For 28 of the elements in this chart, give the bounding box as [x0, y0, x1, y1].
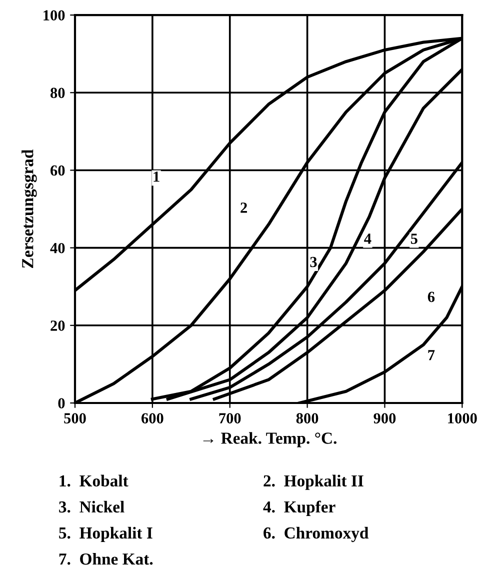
annotation: 3	[310, 256, 317, 268]
text: 3. Nickel	[59, 500, 124, 513]
text: 4. Kupfer	[263, 500, 336, 516]
y-tick-label: 80	[50, 88, 65, 98]
x-axis-title: → Reak. Temp. °C.	[203, 432, 336, 448]
text: 5. Hopkalit I	[59, 526, 152, 542]
annotation: 2	[240, 202, 247, 213]
x-tick-label: 600	[141, 413, 164, 424]
text: 2. Hopkalit II	[264, 474, 364, 490]
y-tick-label: 0	[58, 398, 65, 408]
annotation: 6	[428, 292, 435, 302]
annotation: 1	[154, 172, 160, 182]
annotation: 7	[428, 350, 435, 360]
x-tick-label: 700	[219, 413, 241, 424]
x-tick-label: 800	[296, 413, 318, 424]
y-tick-label: 60	[50, 165, 65, 176]
text: 1. Kobalt	[60, 474, 128, 487]
x-tick-label: 900	[374, 413, 396, 424]
x-tick-label: 1000	[448, 413, 477, 424]
annotation: 5	[410, 234, 418, 244]
text: 7. Ohne Kat.	[59, 552, 153, 565]
y-tick-label: 40	[50, 242, 65, 254]
y-tick-label: 20	[50, 320, 65, 331]
text: 6. Chromoxyd	[264, 526, 369, 542]
annotation: 4	[364, 234, 372, 244]
y-axis-title: Zersetzungsgrad	[22, 149, 37, 268]
x-tick-label: 500	[64, 413, 86, 424]
y-tick-label: 100	[44, 10, 65, 21]
